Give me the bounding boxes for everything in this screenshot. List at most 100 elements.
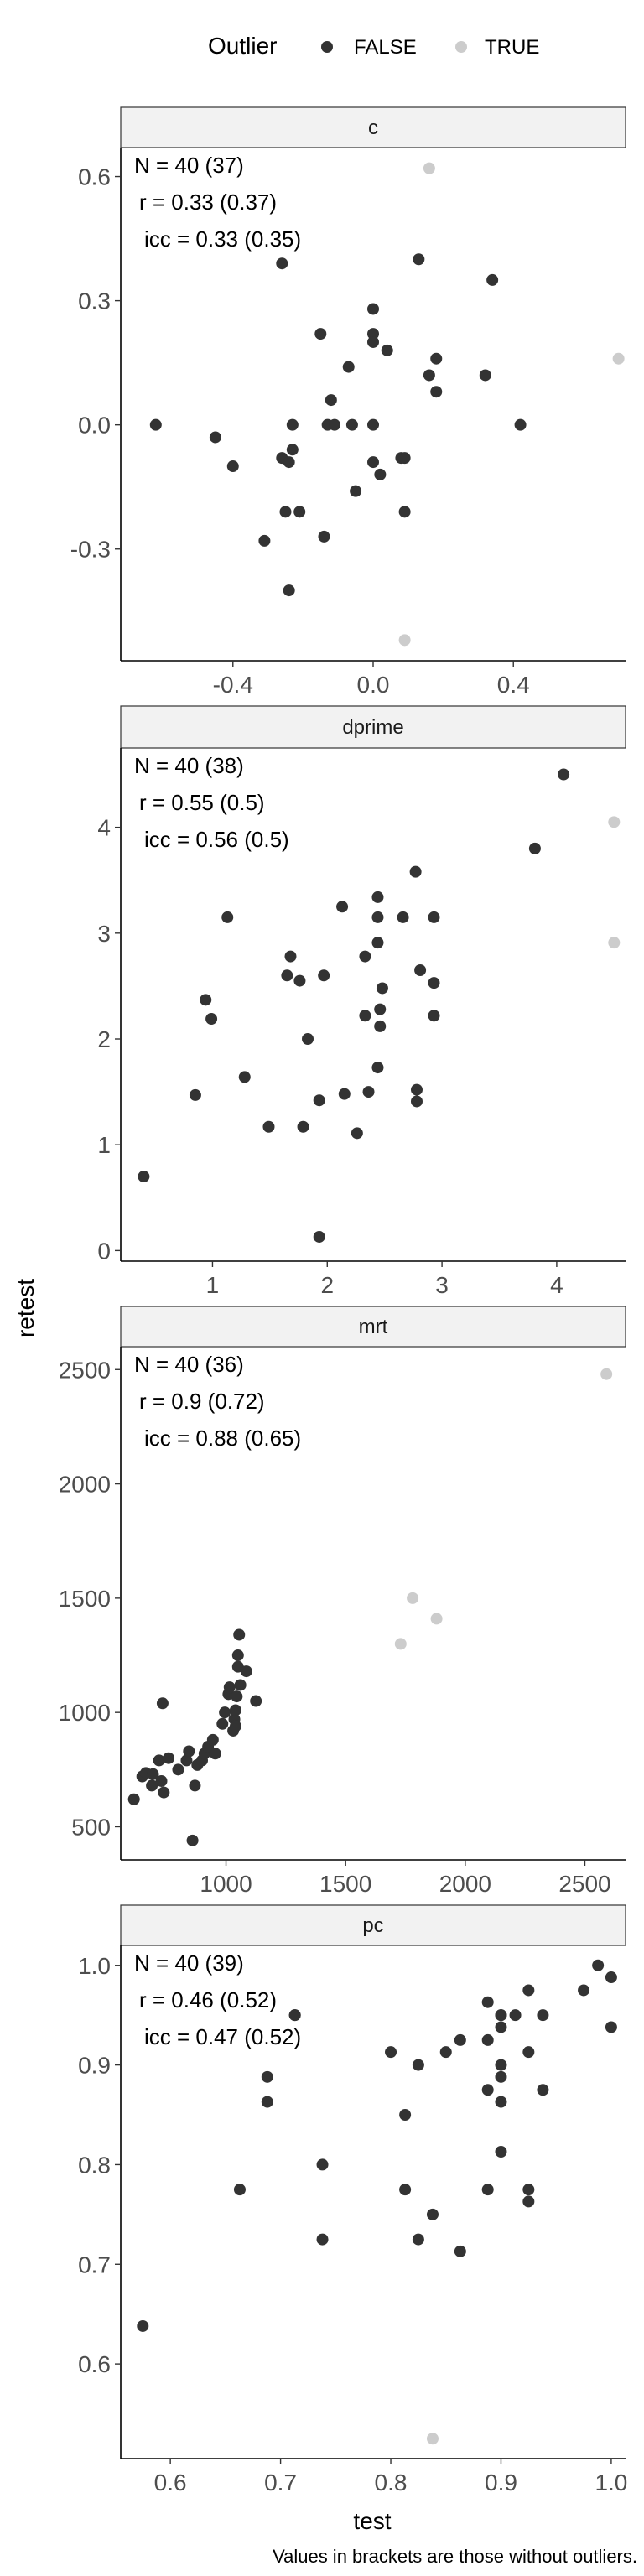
y-tick-label: 0.8 — [78, 2152, 111, 2178]
y-tick-label: 0.9 — [78, 2053, 111, 2079]
data-point-false — [410, 1095, 423, 1108]
data-point-false — [481, 2184, 494, 2196]
data-point-false — [189, 1779, 201, 1792]
data-point-false — [371, 1062, 384, 1074]
y-tick-label: 3 — [97, 921, 111, 947]
stat-annotation: icc = 0.56 (0.5) — [144, 827, 289, 852]
data-point-false — [325, 394, 337, 407]
data-point-false — [522, 2195, 535, 2208]
data-point-false — [158, 1786, 170, 1799]
data-point-true — [608, 816, 621, 828]
x-tick-label: 0.9 — [485, 2470, 517, 2496]
data-point-false — [486, 273, 499, 286]
data-point-false — [342, 361, 355, 373]
data-point-false — [172, 1763, 184, 1776]
legend-swatch-false — [321, 41, 333, 53]
data-point-false — [313, 1094, 325, 1107]
data-point-false — [428, 911, 440, 923]
facet-strip — [120, 1306, 626, 1348]
data-point-false — [183, 1745, 195, 1758]
x-tick-label: 1000 — [200, 1871, 252, 1897]
legend-label-true: TRUE — [485, 36, 539, 59]
data-point-true — [407, 1592, 419, 1604]
data-point-true — [608, 937, 621, 949]
y-axis-title: retest — [13, 1279, 39, 1337]
data-point-false — [495, 2096, 507, 2108]
data-point-false — [414, 963, 427, 976]
data-point-false — [205, 1013, 218, 1026]
data-point-false — [283, 584, 295, 597]
facet-panel-pc: pc 0.6 0.7 0.8 0.9 1.0 0.6 0.7 0.8 0.9 1.0 N = 40 (… — [78, 1904, 627, 2496]
data-point-false — [293, 506, 306, 518]
facet-strip — [120, 705, 626, 749]
data-point-false — [371, 891, 384, 903]
data-point-false — [216, 1717, 229, 1730]
data-point-false — [231, 1649, 244, 1662]
data-point-false — [156, 1697, 169, 1710]
data-point-false — [374, 1020, 387, 1032]
y-tick-label: 0 — [97, 1238, 111, 1264]
data-point-false — [284, 950, 297, 963]
data-point-false — [127, 1793, 140, 1805]
data-point-false — [186, 1834, 199, 1846]
data-point-false — [318, 530, 330, 543]
y-tick-label: 2500 — [59, 1357, 111, 1383]
data-point-false — [138, 1171, 150, 1183]
data-point-false — [592, 1959, 605, 1971]
data-point-false — [454, 2245, 466, 2257]
stat-annotation: r = 0.55 (0.5) — [139, 790, 265, 815]
y-tick-label: 0.6 — [78, 2351, 111, 2377]
stat-annotation: N = 40 (36) — [134, 1352, 244, 1377]
data-point-false — [522, 1984, 535, 1997]
y-tick-label: 1500 — [59, 1586, 111, 1612]
data-point-false — [206, 1733, 219, 1746]
data-point-false — [398, 452, 411, 465]
data-point-false — [362, 1086, 375, 1098]
data-point-false — [423, 369, 435, 382]
data-point-false — [233, 2184, 246, 2196]
data-point-false — [399, 2109, 412, 2122]
data-point-false — [578, 1984, 590, 1997]
data-point-false — [397, 911, 409, 923]
x-tick-label: 0.7 — [264, 2470, 297, 2496]
data-point-false — [413, 253, 425, 266]
data-point-false — [318, 969, 330, 982]
data-point-false — [439, 2046, 452, 2059]
data-point-false — [297, 1120, 309, 1133]
facet-strip-label: pc — [362, 1914, 383, 1937]
data-point-false — [250, 1695, 262, 1707]
data-point-false — [495, 2145, 507, 2158]
data-point-false — [367, 418, 379, 431]
legend-swatch-true — [455, 41, 467, 53]
data-point-false — [329, 418, 341, 431]
data-point-false — [350, 485, 362, 497]
data-point-false — [316, 2158, 329, 2171]
data-point-false — [221, 911, 234, 923]
data-point-true — [423, 162, 435, 174]
data-point-false — [514, 418, 527, 431]
x-tick-label: 0.4 — [497, 672, 530, 698]
y-tick-label: 0.3 — [78, 288, 111, 314]
data-point-false — [495, 2070, 507, 2083]
y-tick-label: 2 — [97, 1026, 111, 1052]
legend-label-false: FALSE — [354, 36, 417, 59]
data-point-false — [481, 2084, 494, 2096]
facet-panel-c: c -0.3 0.0 0.3 0.6 -0.4 0.0 0.4 N = 40 (37) r = 0… — [70, 106, 626, 698]
data-point-false — [495, 2059, 507, 2071]
data-point-false — [351, 1127, 363, 1140]
facet-panels: c -0.3 0.0 0.3 0.6 -0.4 0.0 0.4 N = 40 (37) r = 0… — [59, 106, 627, 2496]
data-point-false — [231, 1690, 243, 1703]
data-point-false — [283, 456, 295, 469]
data-point-false — [293, 974, 306, 987]
data-point-false — [345, 418, 358, 431]
data-point-false — [481, 1996, 494, 2008]
data-point-false — [180, 1754, 193, 1767]
data-point-false — [412, 2059, 424, 2071]
data-point-false — [454, 2033, 466, 2046]
data-point-false — [149, 418, 162, 431]
data-point-false — [262, 1120, 275, 1133]
data-point-false — [509, 2009, 522, 2022]
data-point-false — [338, 1088, 351, 1100]
x-tick-label: -0.4 — [213, 672, 253, 698]
